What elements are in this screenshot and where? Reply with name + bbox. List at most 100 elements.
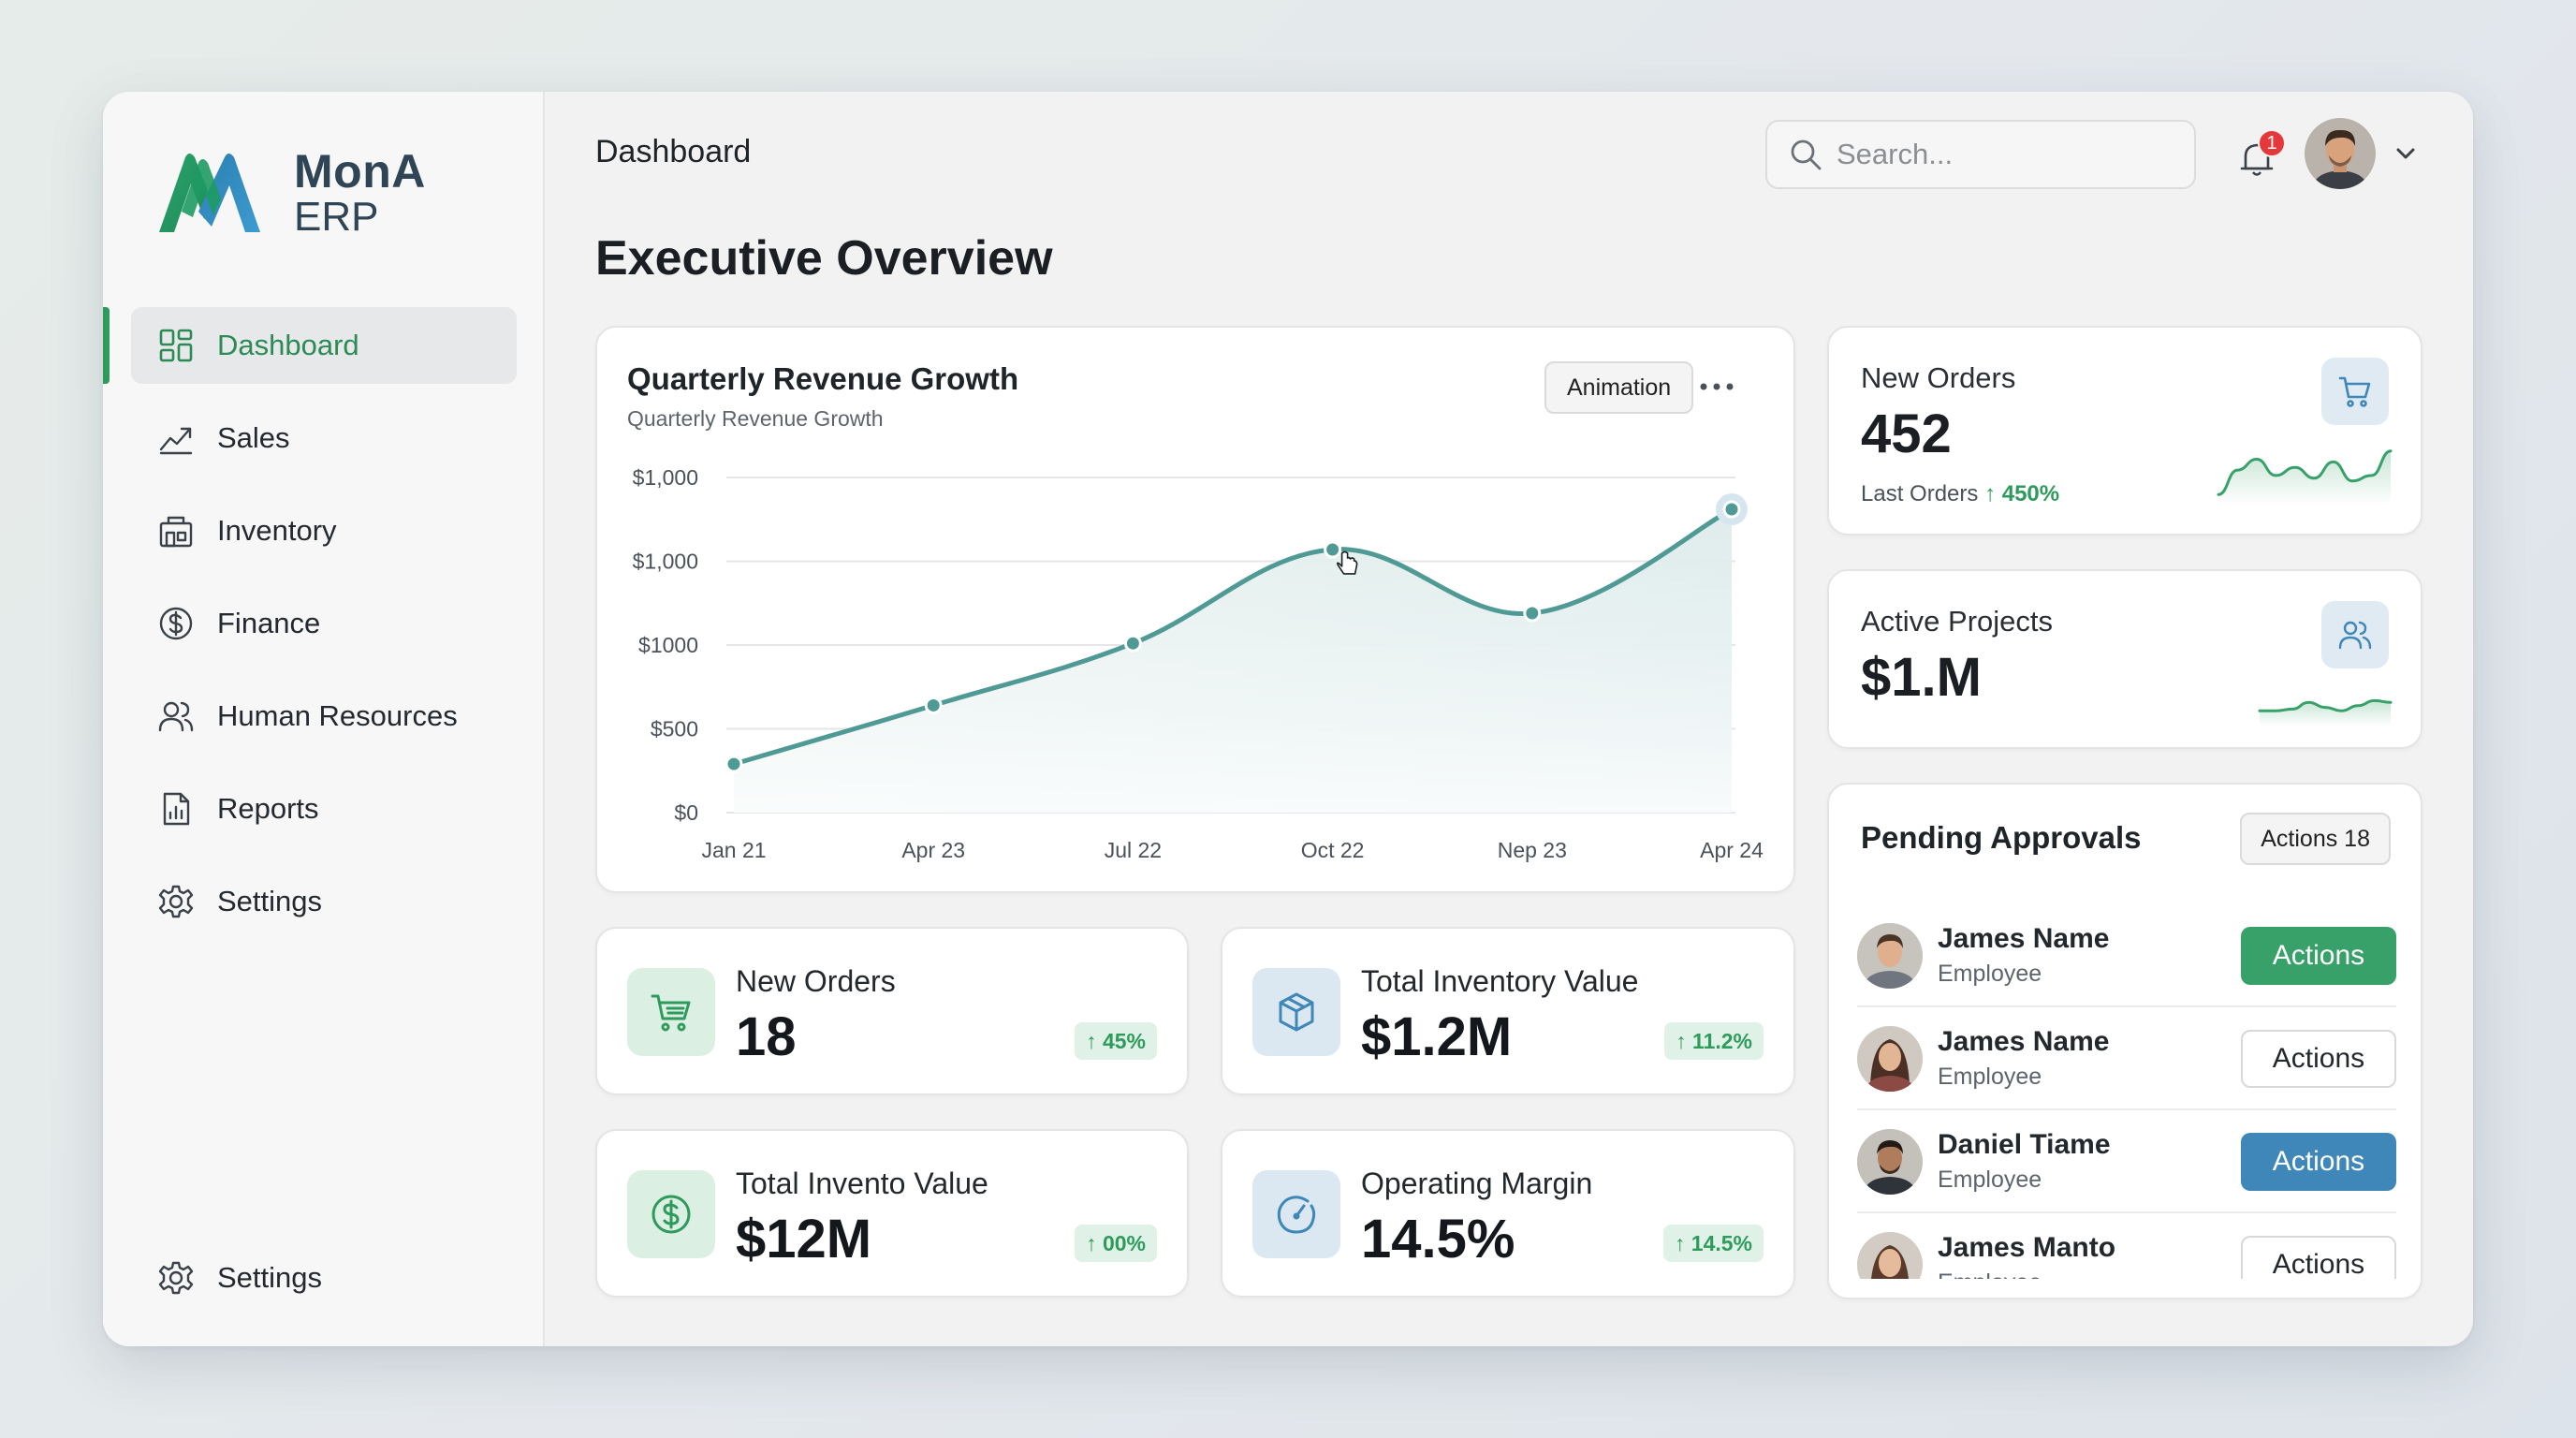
brand-sub: ERP	[294, 194, 379, 240]
gear-icon	[157, 883, 195, 920]
report-icon	[157, 790, 195, 828]
list-item: James Manto Employee Actions	[1857, 1213, 2396, 1279]
approvals-count-button[interactable]: Actions 18	[2240, 813, 2391, 865]
approver-role: Employee	[1938, 1269, 2042, 1279]
y-tick-label: $1,000	[633, 550, 698, 574]
search-icon	[1791, 139, 1822, 170]
brand-logo[interactable]: MonA ERP	[154, 146, 426, 240]
approver-role: Employee	[1938, 1064, 2042, 1090]
data-point[interactable]	[1324, 540, 1342, 559]
sidebar-item-reports[interactable]: Reports	[131, 770, 517, 847]
search-box[interactable]	[1765, 120, 2196, 189]
actions-button[interactable]: Actions	[2241, 1133, 2396, 1191]
user-avatar[interactable]	[2305, 118, 2376, 189]
sparkline-area	[2218, 450, 2391, 506]
avatar	[1857, 1129, 1923, 1195]
kpi-value: 18	[736, 1006, 797, 1067]
sparkline-area	[2260, 700, 2391, 726]
kpi-card-total-invento-value: Total Invento Value $12M ↑ 00%	[595, 1129, 1189, 1298]
actions-button[interactable]: Actions	[2241, 927, 2396, 985]
kpi-change-badge: ↑ 14.5%	[1662, 1225, 1764, 1262]
x-tick-label: Oct 22	[1301, 838, 1365, 862]
sidebar-item-human-resources[interactable]: Human Resources	[131, 678, 517, 755]
box-icon-box	[1252, 968, 1340, 1056]
active-projects-card: Active Projects $1.M	[1827, 569, 2422, 749]
kpi-value: $12M	[736, 1209, 872, 1269]
brand-name: MonA	[294, 145, 426, 198]
warehouse-icon	[157, 512, 195, 550]
approver-name: James Manto	[1938, 1232, 2116, 1263]
chart-subtitle: Quarterly Revenue Growth	[627, 406, 884, 431]
chevron-down-icon[interactable]	[2391, 139, 2421, 169]
kpi-value: $1.M	[1861, 647, 1982, 708]
sidebar-item-sales[interactable]: Sales	[131, 400, 517, 477]
series-line	[731, 506, 1734, 767]
x-tick-label: Apr 24	[1700, 838, 1764, 862]
kpi-label: New Orders	[1861, 361, 2016, 394]
notifications-button[interactable]: 1	[2230, 127, 2286, 183]
kpi-card-total-inventory-value: Total Inventory Value $1.2M ↑ 11.2%	[1221, 927, 1795, 1095]
sidebar-item-label: Inventory	[217, 514, 337, 547]
kpi-label: Total Invento Value	[736, 1167, 988, 1200]
sidebar-item-settings[interactable]: Settings	[131, 863, 517, 940]
sidebar-item-settings-bottom[interactable]: Settings	[131, 1240, 517, 1316]
new-orders-summary-card: New Orders 452 Last Orders ↑ 450%	[1827, 326, 2422, 536]
actions-button[interactable]: Actions	[2241, 1030, 2396, 1088]
more-options-icon[interactable]	[1698, 373, 1735, 401]
sidebar: MonA ERP Dashboard	[103, 92, 545, 1346]
sparkline-line	[2258, 698, 2393, 712]
user-avatar-image	[2305, 118, 2376, 189]
approver-name: Daniel Tiame	[1938, 1129, 2111, 1160]
hand-cursor-icon	[1337, 550, 1358, 575]
logo-mark-icon	[159, 154, 260, 232]
sidebar-item-label: Settings	[217, 1261, 323, 1294]
sidebar-bottom: Settings	[131, 1240, 517, 1316]
x-tick-label: Apr 23	[901, 838, 965, 862]
sidebar-item-label: Reports	[217, 792, 319, 825]
actions-button[interactable]: Actions	[2241, 1236, 2396, 1279]
kpi-value: $1.2M	[1361, 1006, 1513, 1067]
cart-icon-box	[627, 968, 715, 1056]
kpi-label: Active Projects	[1861, 605, 2054, 638]
kpi-change-badge: ↑ 45%	[1075, 1022, 1157, 1060]
users-icon-box	[2321, 601, 2389, 668]
search-input[interactable]	[1837, 138, 2174, 171]
kpi-footer-change: ↑ 450%	[1984, 481, 2060, 506]
new-orders-sparkline	[2217, 449, 2393, 506]
sidebar-item-label: Finance	[217, 607, 321, 639]
area-fade	[734, 509, 1732, 813]
dollar-icon	[651, 1195, 691, 1234]
sidebar-item-inventory[interactable]: Inventory	[131, 492, 517, 569]
cart-icon	[651, 994, 691, 1032]
approver-name: James Name	[1938, 1026, 2110, 1057]
sidebar-item-finance[interactable]: Finance	[131, 585, 517, 662]
kpi-label: New Orders	[736, 964, 896, 998]
sidebar-item-label: Settings	[217, 885, 323, 917]
kpi-label: Total Inventory Value	[1361, 964, 1639, 998]
data-point[interactable]	[1523, 604, 1542, 623]
pending-approvals-card: Pending Approvals Actions 18 James Name …	[1827, 783, 2422, 1299]
active-projects-sparkline	[2258, 698, 2393, 726]
avatar	[1857, 1026, 1923, 1092]
kpi-footer-label: Last Orders	[1861, 481, 1979, 506]
animation-button[interactable]: Animation	[1544, 361, 1694, 414]
x-tick-label: Nep 23	[1498, 838, 1567, 862]
approvals-list: James Name Employee Actions James Name E…	[1857, 904, 2396, 1279]
data-point[interactable]	[724, 755, 743, 773]
grid-icon	[157, 327, 195, 364]
gauge-icon	[1277, 1196, 1316, 1234]
approver-role: Employee	[1938, 961, 2042, 987]
notification-count-badge: 1	[2258, 129, 2286, 157]
sidebar-item-dashboard[interactable]: Dashboard	[103, 307, 517, 384]
x-tick-label: Jan 21	[701, 838, 766, 862]
revenue-chart: $0 $500 $1000 $1,000 $1,000 Jan 21 Apr 23 Jul 2…	[633, 465, 1764, 862]
page-title: Executive Overview	[595, 231, 1053, 286]
kpi-card-new-orders: New Orders 18 ↑ 45%	[595, 927, 1189, 1095]
dollar-icon-box	[627, 1170, 715, 1258]
app-window: MonA ERP Dashboard	[103, 92, 2473, 1346]
data-point[interactable]	[924, 696, 943, 714]
data-point[interactable]	[1123, 634, 1142, 653]
data-point[interactable]	[1722, 500, 1741, 519]
list-item: James Name Employee Actions	[1857, 1007, 2396, 1110]
y-tick-label: $1,000	[633, 465, 698, 490]
